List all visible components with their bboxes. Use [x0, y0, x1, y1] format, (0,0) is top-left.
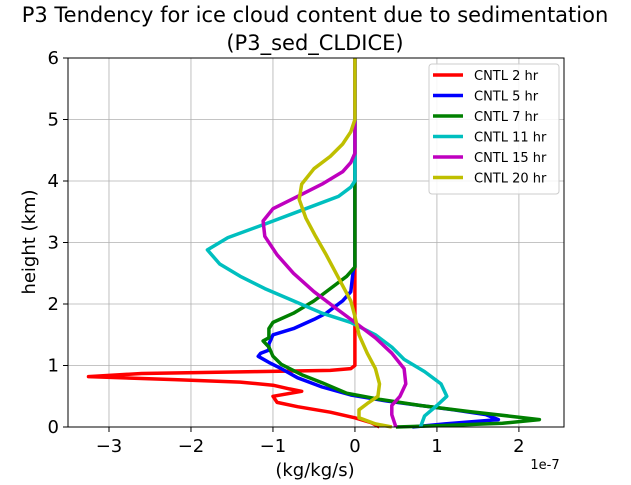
y-axis-label: height (km): [19, 189, 40, 294]
y-tick-label: 3: [48, 233, 59, 254]
chart-title: P3 Tendency for ice cloud content due to…: [22, 3, 609, 27]
legend-label: CNTL 15 hr: [474, 151, 547, 166]
y-tick-label: 6: [48, 48, 59, 69]
series-line-6: [297, 58, 393, 429]
y-tick-label: 4: [48, 171, 59, 192]
y-axis-ticks: 0 1 2 3 4 5 6: [48, 48, 68, 438]
series-lines: [86, 58, 542, 429]
x-tick-label: −1: [260, 436, 287, 457]
series-line-3: [261, 58, 542, 429]
chart-subtitle: (P3_sed_CLDICE): [226, 31, 403, 56]
legend-label: CNTL 5 hr: [474, 90, 539, 105]
y-tick-label: 2: [48, 294, 59, 315]
y-tick-label: 1: [48, 356, 59, 377]
y-tick-label: 0: [48, 417, 59, 438]
series-line-1: [86, 58, 381, 429]
y-tick-label: 5: [48, 110, 59, 131]
legend-label: CNTL 7 hr: [474, 110, 539, 125]
x-axis-offset-label: 1e-7: [530, 458, 559, 473]
legend-label: CNTL 20 hr: [474, 172, 547, 187]
x-tick-label: 0: [349, 436, 360, 457]
x-tick-label: 2: [513, 436, 524, 457]
legend: CNTL 2 hr CNTL 5 hr CNTL 7 hr CNTL 11 hr CNT…: [428, 63, 560, 195]
legend-label: CNTL 11 hr: [474, 131, 547, 146]
series-line-4: [205, 58, 449, 428]
x-tick-label: 1: [431, 436, 442, 457]
x-tick-label: −3: [96, 436, 123, 457]
x-tick-label: −2: [178, 436, 205, 457]
x-axis-label: (kg/kg/s): [275, 460, 354, 481]
legend-label: CNTL 2 hr: [474, 69, 539, 84]
series-line-5: [261, 58, 408, 428]
x-axis-ticks: −3 −2 −1 0 1 2: [96, 427, 525, 457]
